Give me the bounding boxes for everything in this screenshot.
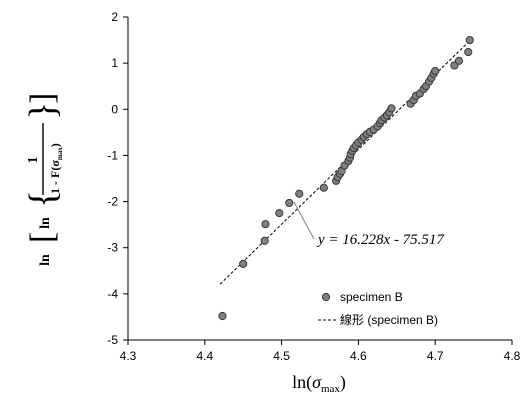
data-points [218, 35, 474, 321]
data-point [285, 198, 294, 208]
plot-frame [127, 17, 512, 341]
y-label-numerator: 1 [26, 157, 41, 164]
x-tick-label: 4.5 [273, 349, 290, 363]
data-point [218, 311, 227, 321]
data-point [261, 220, 270, 229]
y-tick-label: -2 [107, 195, 118, 209]
x-axis-ticks: 4.3 4.4 4.5 4.6 4.7 4.8 [120, 340, 521, 363]
y-tick-label: 1 [111, 56, 118, 70]
y-tick-label: -3 [107, 241, 118, 255]
y-axis-ticks: -5 -4 -3 -2 -1 0 1 2 [107, 10, 128, 347]
legend-marker-specimen-b [321, 292, 331, 302]
x-tick-label: 4.6 [350, 349, 367, 363]
x-axis-label: ln(σmax) [292, 372, 346, 395]
y-tick-label: 2 [111, 10, 118, 24]
y-label-ln-inner: ln [38, 217, 53, 229]
y-tick-label: -5 [107, 333, 118, 347]
data-point [275, 209, 284, 218]
x-tick-label: 4.4 [196, 349, 213, 363]
y-label-right-bracket: ] [24, 93, 61, 104]
y-label-left-bracket: [ [24, 232, 61, 243]
y-axis-label: ln [ ln { 1 1 - F(σmax) } ] [22, 93, 64, 266]
data-point [260, 236, 269, 245]
data-point [465, 35, 474, 45]
y-label-denominator: 1 - F(σmax) [48, 143, 64, 194]
legend: specimen B 線形 (specimen B) [318, 290, 438, 327]
legend-label-trendline: 線形 (specimen B) [340, 312, 438, 327]
y-tick-label: -1 [107, 148, 118, 162]
data-point [454, 56, 464, 65]
y-label-right-brace: } [22, 102, 64, 120]
x-tick-label: 4.3 [120, 349, 137, 363]
y-label-ln-outer: ln [38, 254, 53, 266]
data-point [387, 104, 396, 113]
trendline-equation: y = 16.228x - 75.517 [316, 232, 445, 248]
y-tick-label: 0 [111, 102, 118, 116]
x-tick-label: 4.8 [504, 349, 521, 363]
data-point [319, 183, 328, 192]
y-tick-label: -4 [107, 287, 118, 301]
data-point [464, 47, 473, 57]
data-point [239, 259, 248, 268]
equation-leader-line [293, 201, 315, 240]
legend-label-specimen-b: specimen B [340, 290, 403, 304]
y-label-left-brace: { [22, 190, 64, 208]
x-tick-label: 4.7 [427, 349, 444, 363]
data-point [431, 66, 440, 76]
data-point [295, 189, 304, 198]
